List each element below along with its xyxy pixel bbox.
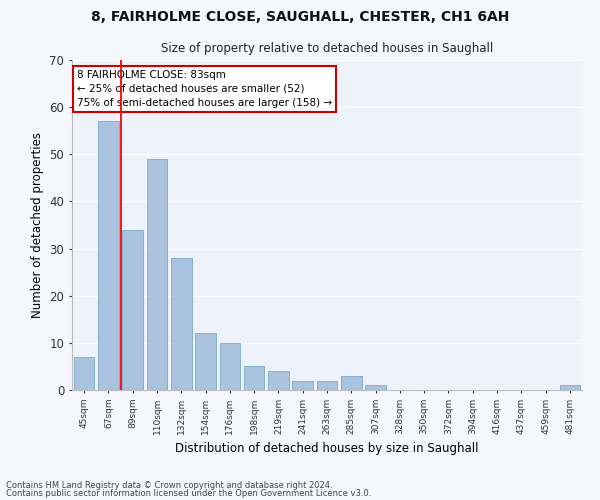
Bar — [268, 371, 289, 390]
Text: 8 FAIRHOLME CLOSE: 83sqm
← 25% of detached houses are smaller (52)
75% of semi-d: 8 FAIRHOLME CLOSE: 83sqm ← 25% of detach… — [77, 70, 332, 108]
Bar — [365, 386, 386, 390]
Bar — [292, 380, 313, 390]
X-axis label: Distribution of detached houses by size in Saughall: Distribution of detached houses by size … — [175, 442, 479, 456]
Bar — [98, 122, 119, 390]
Bar — [74, 357, 94, 390]
Bar — [244, 366, 265, 390]
Bar — [195, 334, 216, 390]
Bar — [220, 343, 240, 390]
Text: Contains HM Land Registry data © Crown copyright and database right 2024.: Contains HM Land Registry data © Crown c… — [6, 480, 332, 490]
Y-axis label: Number of detached properties: Number of detached properties — [31, 132, 44, 318]
Bar — [560, 386, 580, 390]
Text: 8, FAIRHOLME CLOSE, SAUGHALL, CHESTER, CH1 6AH: 8, FAIRHOLME CLOSE, SAUGHALL, CHESTER, C… — [91, 10, 509, 24]
Bar — [317, 380, 337, 390]
Bar — [122, 230, 143, 390]
Text: Contains public sector information licensed under the Open Government Licence v3: Contains public sector information licen… — [6, 489, 371, 498]
Bar — [341, 376, 362, 390]
Title: Size of property relative to detached houses in Saughall: Size of property relative to detached ho… — [161, 42, 493, 54]
Bar — [146, 159, 167, 390]
Bar — [171, 258, 191, 390]
